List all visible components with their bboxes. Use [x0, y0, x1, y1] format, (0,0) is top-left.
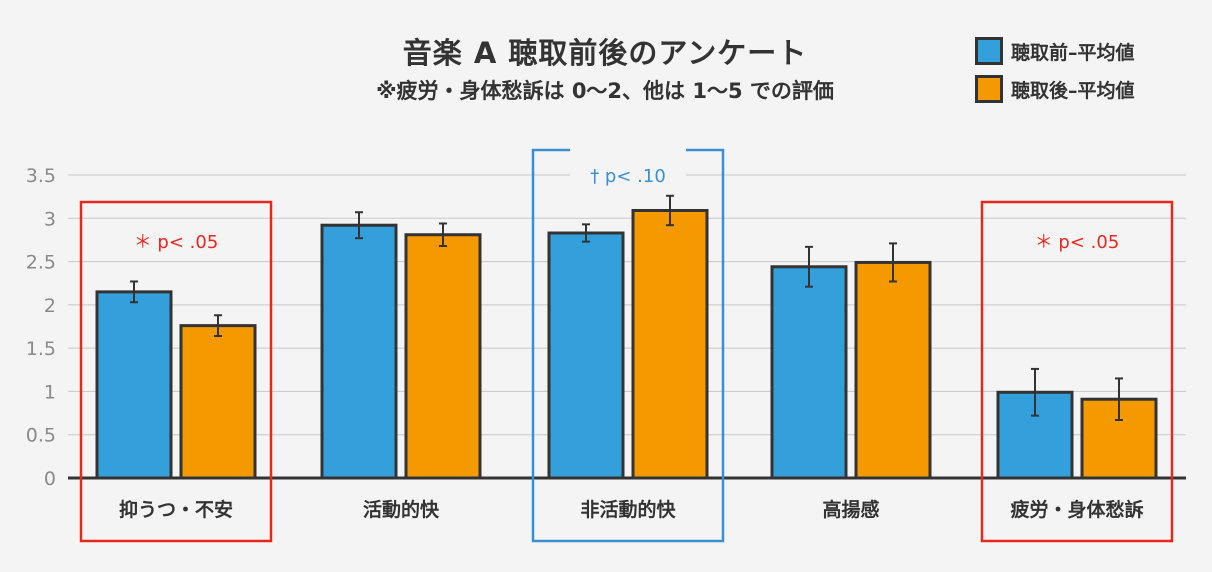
bar-after: [179, 324, 257, 480]
y-tick-label: 2.5: [26, 252, 56, 274]
legend-label-before: 聴取前–平均値: [1011, 41, 1135, 64]
significance-label: † p< .10: [590, 166, 666, 187]
bar-before: [770, 265, 848, 480]
labels: 0 0.5 1 1.5 2 2.5 3 3.5 ＊ p< .05 † p< .10 ＊ p< .05…: [26, 165, 1144, 521]
legend-item-before: 聴取前–平均値: [975, 36, 1135, 66]
bar-after: [854, 260, 932, 480]
y-tick-label: 3: [44, 208, 56, 230]
chart-subtitle: ※疲労・身体愁訴は 0〜2、他は 1〜5 での評価: [376, 79, 834, 103]
category-label: 非活動的快: [580, 498, 676, 521]
y-tick-label: 1.5: [26, 338, 56, 360]
bar-after: [631, 208, 709, 480]
category-label: 活動的快: [363, 498, 440, 521]
bar-before: [547, 231, 625, 480]
category-label: 疲労・身体愁訴: [1010, 498, 1143, 521]
category-label: 抑うつ・不安: [119, 498, 233, 521]
bar-before: [95, 290, 173, 480]
significance-label-bg: [570, 146, 686, 186]
legend-item-after: 聴取後–平均値: [975, 74, 1135, 104]
significance-label: ＊ p< .05: [1035, 232, 1120, 253]
significance-box: [79, 200, 273, 543]
bar-before: [320, 223, 398, 480]
category-label: 高揚感: [822, 498, 879, 521]
legend: 聴取前–平均値 聴取後–平均値: [975, 36, 1135, 112]
significance-label: ＊ p< .05: [134, 232, 219, 253]
chart-title: 音楽 A 聴取前後のアンケート: [402, 36, 808, 70]
legend-swatch-before: [975, 37, 1003, 65]
y-tick-label: 3.5: [26, 165, 56, 187]
bars: [95, 194, 1158, 480]
y-tick-label: 0: [44, 468, 56, 490]
legend-label-after: 聴取後–平均値: [1011, 79, 1135, 102]
bar-after: [404, 233, 482, 480]
significance-boxes: [79, 146, 1174, 543]
y-tick-label: 2: [44, 295, 56, 317]
significance-box: [980, 200, 1174, 543]
y-tick-label: 0.5: [26, 425, 56, 447]
y-tick-label: 1: [44, 381, 56, 403]
legend-swatch-after: [975, 75, 1003, 103]
